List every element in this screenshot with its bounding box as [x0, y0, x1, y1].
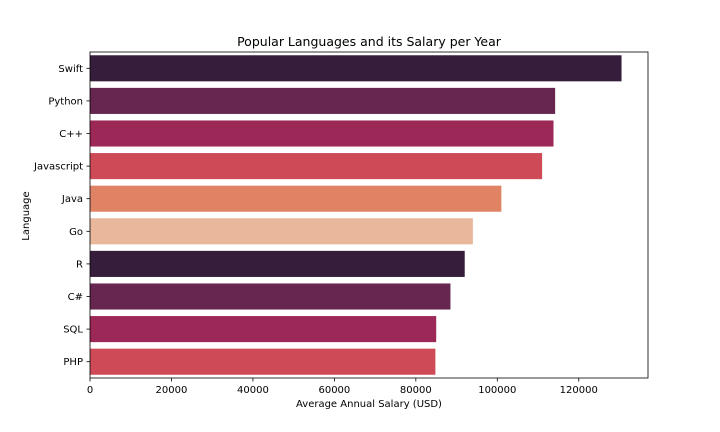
y-tick-label: Python	[48, 96, 83, 107]
x-axis-ticks: 0 20000 40000 60000 80000 100000 120000	[87, 378, 598, 396]
x-tick-label: 60000	[318, 385, 350, 396]
bar-sql	[90, 316, 437, 343]
y-tick-label: Java	[61, 194, 83, 205]
bar-php	[90, 348, 436, 375]
y-axis-label: Language	[21, 191, 32, 240]
y-tick-label: SQL	[63, 325, 83, 336]
chart-title: Popular Languages and its Salary per Yea…	[237, 34, 502, 49]
bar-c-	[90, 283, 451, 310]
y-tick-label: C#	[68, 292, 83, 303]
y-tick-label: C++	[59, 129, 83, 140]
y-tick-label: R	[76, 259, 83, 270]
bar-python	[90, 87, 556, 114]
bar-java	[90, 185, 502, 212]
bar-c-	[90, 120, 554, 147]
bar-swift	[90, 55, 622, 82]
plot-area-frame	[89, 51, 649, 379]
y-tick-label: Javascript	[33, 162, 83, 173]
bar-javascript	[90, 153, 543, 180]
y-tick-label: PHP	[63, 357, 83, 368]
bar-go	[90, 218, 473, 245]
x-tick-label: 120000	[560, 385, 598, 396]
x-tick-label: 40000	[237, 385, 269, 396]
x-tick-label: 100000	[478, 385, 516, 396]
x-tick-label: 80000	[400, 385, 432, 396]
y-tick-label: Go	[69, 227, 83, 238]
x-axis-label: Average Annual Salary (USD)	[296, 399, 442, 410]
y-axis-ticks: Swift Python C++ Javascript Java Go R C# SQL PHP	[33, 64, 90, 368]
bar-r	[90, 250, 465, 277]
bars-layer	[90, 55, 622, 375]
x-tick-label: 0	[87, 385, 93, 396]
y-tick-label: Swift	[58, 64, 83, 75]
x-tick-label: 20000	[156, 385, 188, 396]
